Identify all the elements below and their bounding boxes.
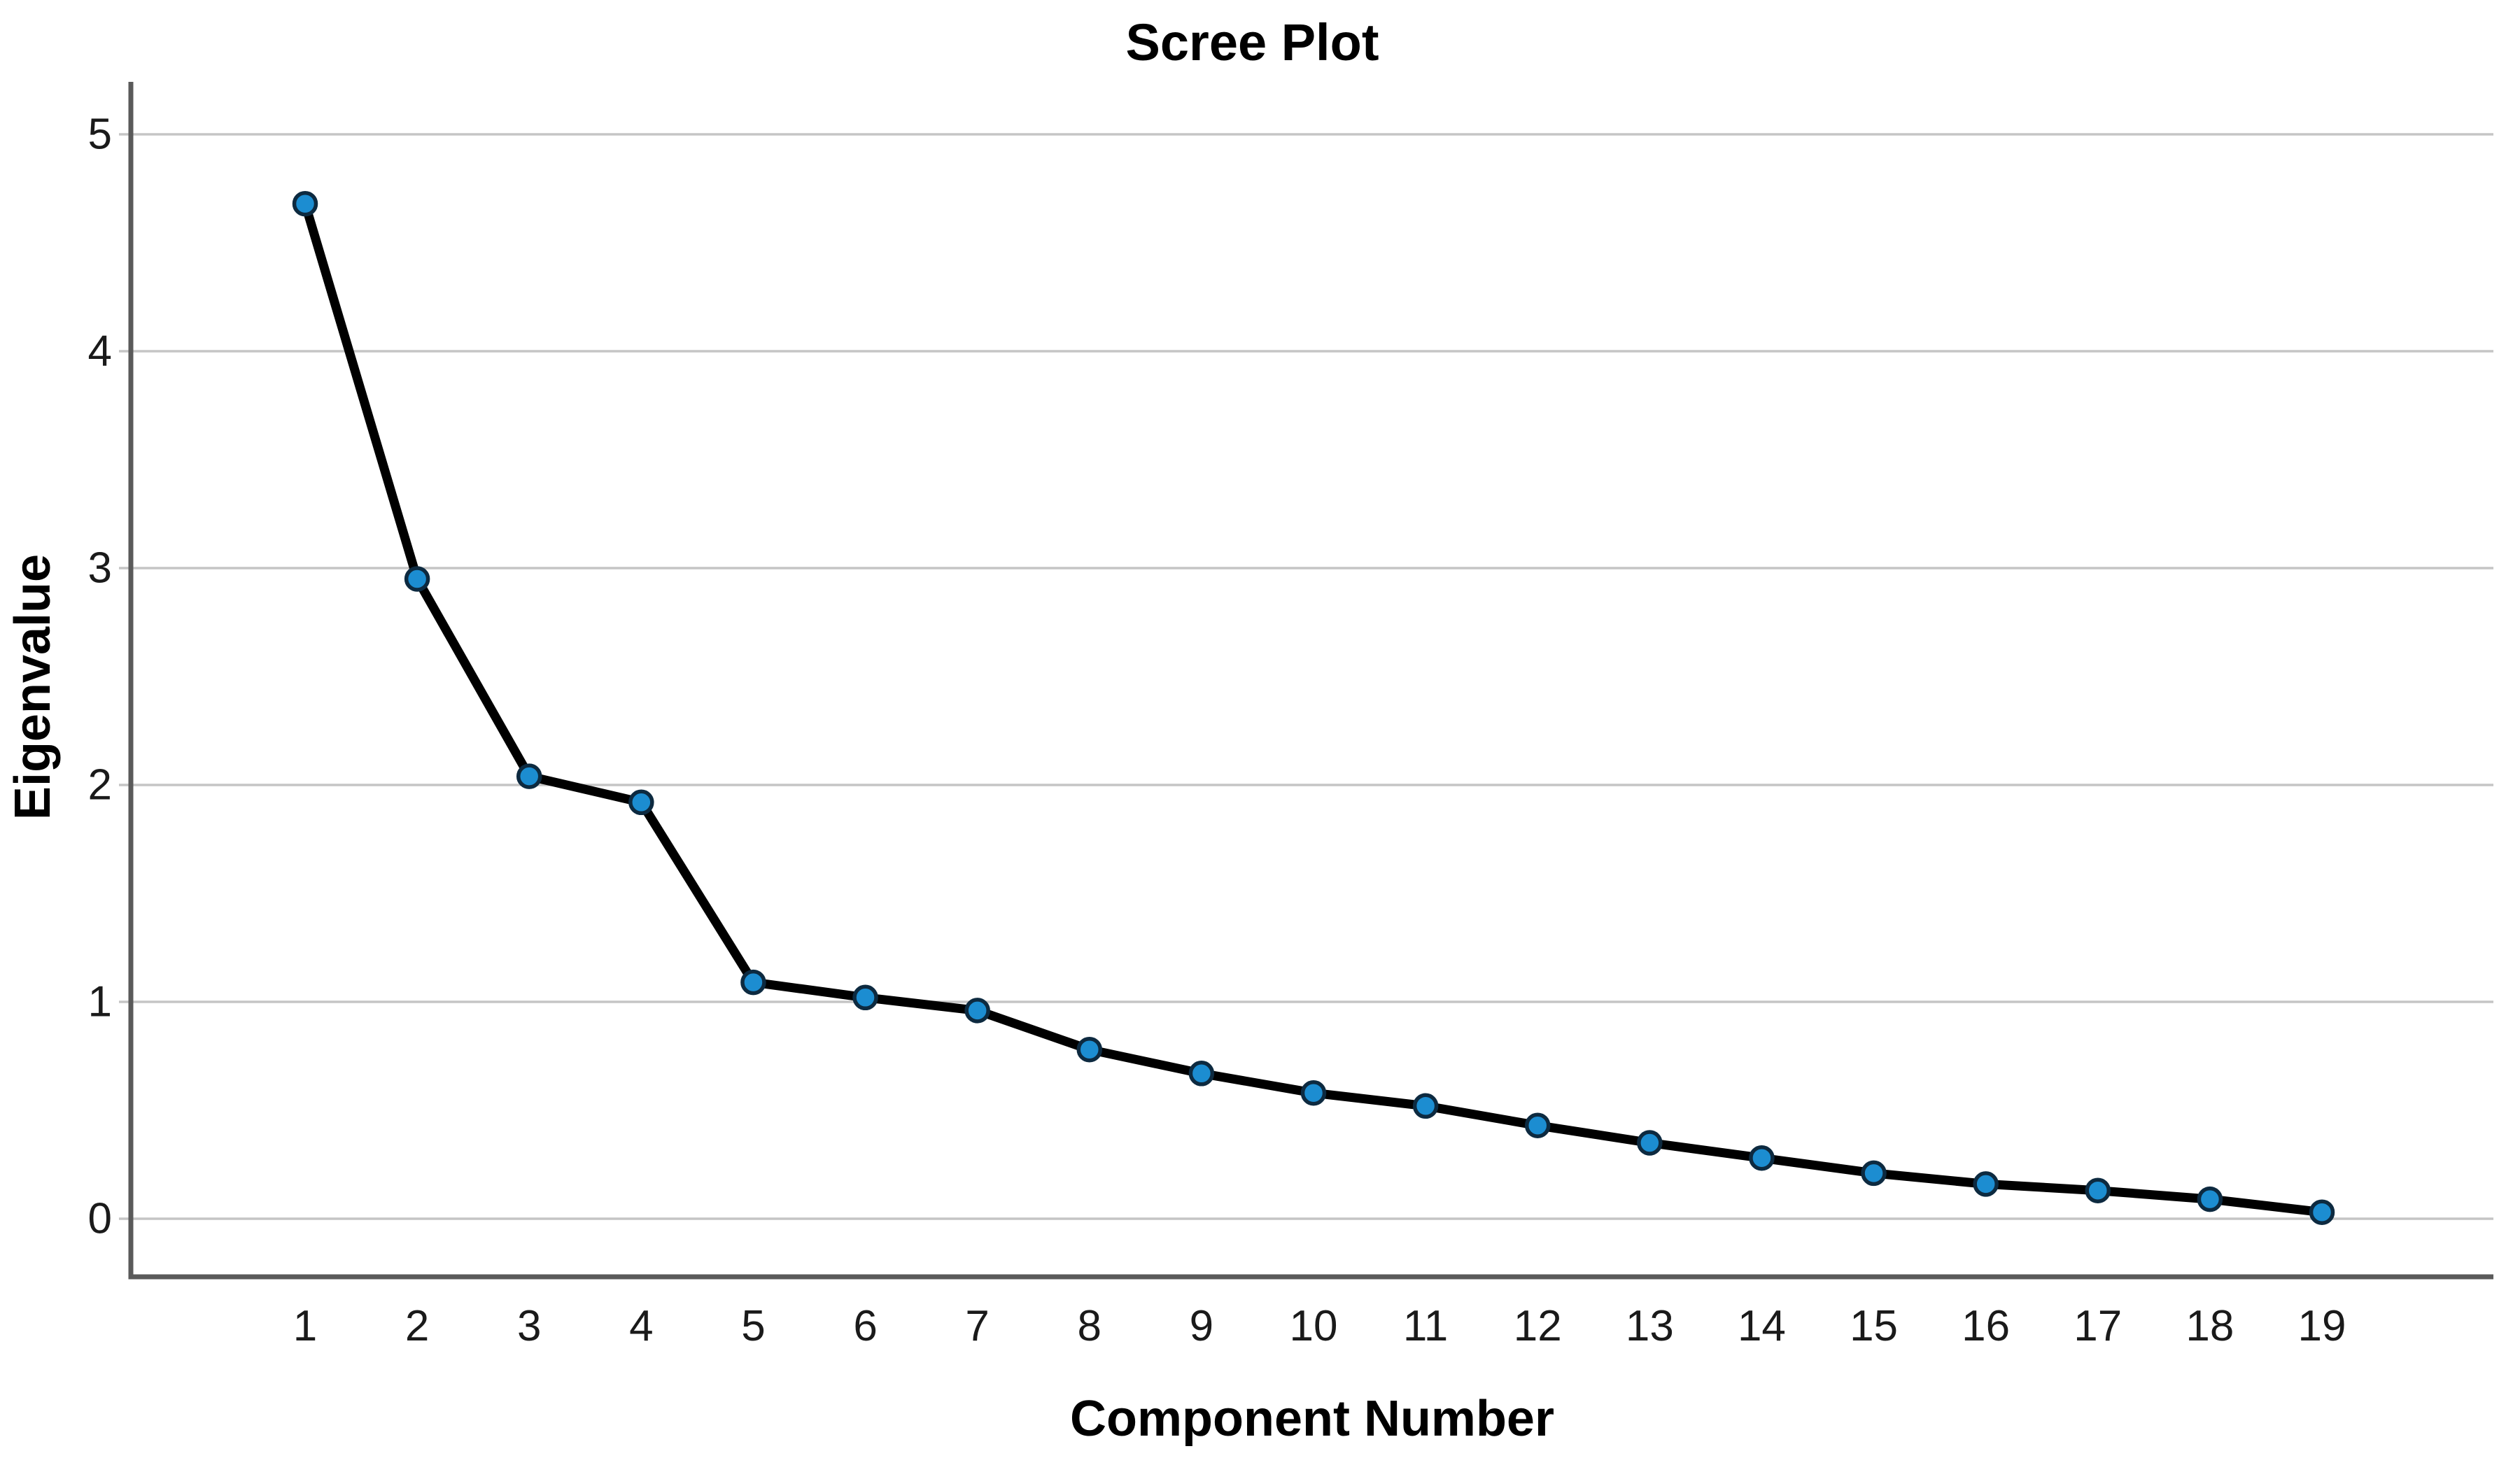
- y-tick-label: 2: [88, 761, 112, 809]
- x-tick-label: 11: [1403, 1302, 1448, 1350]
- series-group: [292, 190, 2335, 1225]
- data-point-marker: [1300, 1080, 1327, 1106]
- data-point-marker: [1749, 1145, 1775, 1171]
- data-point-marker: [2197, 1186, 2223, 1212]
- x-tick-label: 10: [1290, 1302, 1338, 1350]
- data-point-marker: [1412, 1093, 1439, 1119]
- data-point-marker: [1861, 1160, 1887, 1187]
- data-point-marker: [740, 969, 766, 996]
- data-point-marker: [516, 763, 542, 789]
- x-tick-label: 8: [1078, 1302, 1101, 1350]
- data-point-marker: [1188, 1061, 1215, 1087]
- data-point-marker: [1973, 1171, 1999, 1197]
- x-tick-label: 6: [853, 1302, 877, 1350]
- x-tick-label: 17: [2074, 1302, 2122, 1350]
- x-tick-label: 13: [1626, 1302, 1674, 1350]
- y-tick-label: 0: [88, 1195, 112, 1243]
- data-point-marker: [292, 190, 318, 217]
- y-tick-label: 4: [88, 327, 112, 376]
- gridline-group: [119, 133, 2493, 1220]
- y-tick-label: 3: [88, 544, 112, 593]
- x-tick-label: 15: [1850, 1302, 1898, 1350]
- data-point-marker: [1637, 1130, 1663, 1156]
- data-point-marker: [628, 789, 654, 816]
- x-tick-label: 2: [405, 1302, 429, 1350]
- x-axis-title: Component Number: [1070, 1391, 1554, 1447]
- x-tick-label: 18: [2185, 1302, 2234, 1350]
- x-tick-label: 4: [629, 1302, 653, 1350]
- data-point-marker: [964, 998, 990, 1024]
- x-tick-label: 7: [965, 1302, 989, 1350]
- y-tick-label: 1: [88, 978, 112, 1026]
- x-tick-label: 14: [1738, 1302, 1786, 1350]
- data-point-marker: [1524, 1112, 1551, 1138]
- data-point-marker: [2085, 1177, 2111, 1203]
- x-tick-label: 3: [517, 1302, 541, 1350]
- x-tick-label: 5: [741, 1302, 765, 1350]
- x-tick-label: 12: [1514, 1302, 1562, 1350]
- data-point-marker: [2309, 1199, 2335, 1225]
- x-tick-label: 9: [1190, 1302, 1213, 1350]
- x-tick-label: 19: [2298, 1302, 2346, 1350]
- y-tick-label: 5: [88, 111, 112, 159]
- axes-group: [128, 82, 2493, 1280]
- data-point-marker: [404, 566, 430, 592]
- x-tick-label: 16: [1962, 1302, 2010, 1350]
- series-line: [300, 199, 2327, 1217]
- data-point-marker: [852, 984, 878, 1011]
- data-point-marker: [1076, 1036, 1103, 1063]
- x-tick-label: 1: [293, 1302, 317, 1350]
- y-axis-title-text: Eigenvalue: [5, 553, 61, 821]
- chart-title: Scree Plot: [1125, 13, 1379, 71]
